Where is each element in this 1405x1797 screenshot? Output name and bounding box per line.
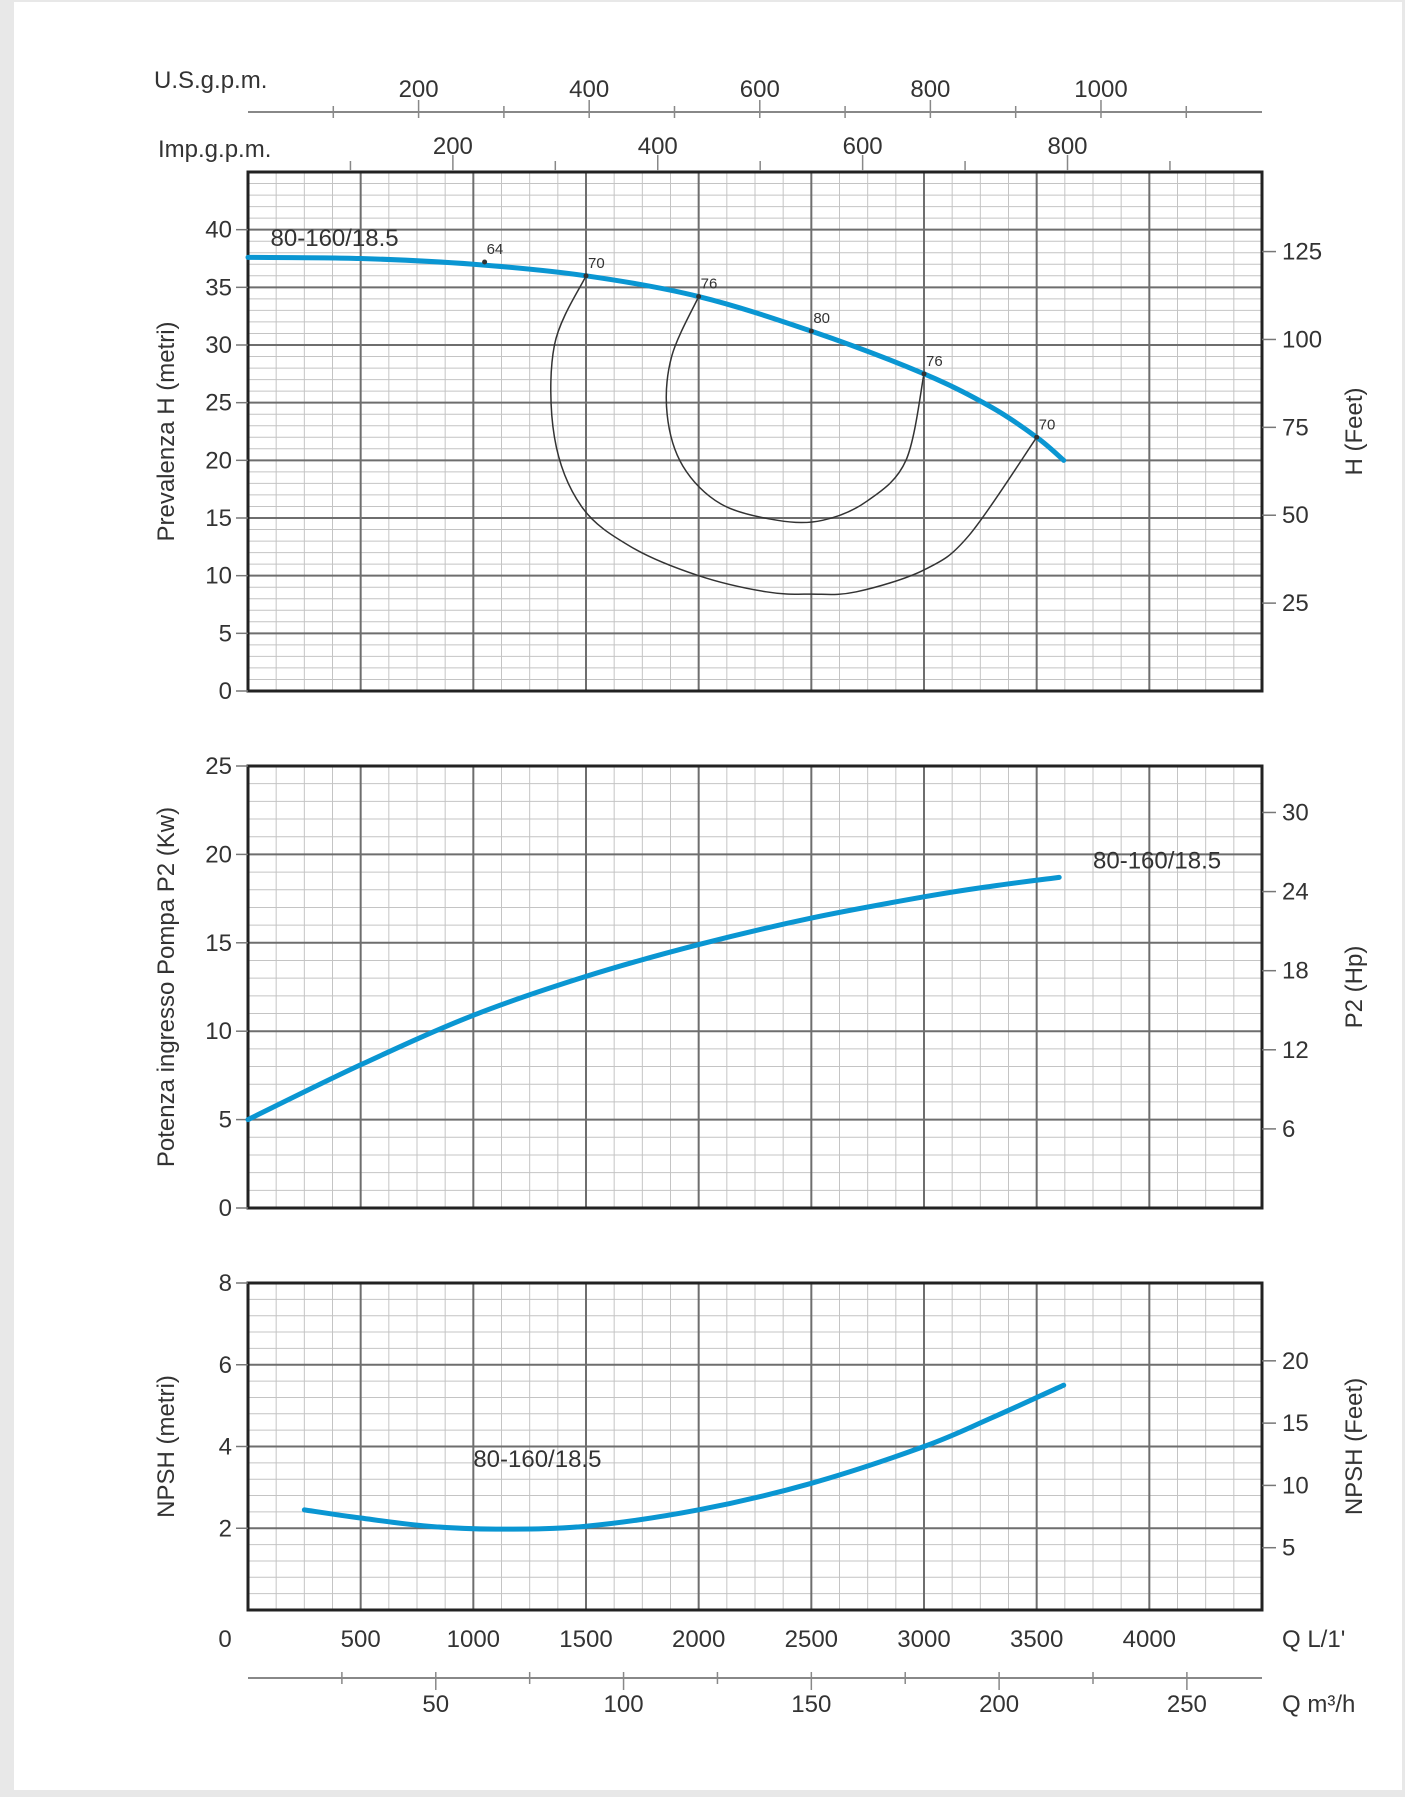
q-lmin-tick-label: 4000 (1123, 1626, 1176, 1653)
y-tick-label: 20 (205, 447, 232, 474)
y-axis-title: Potenza ingresso Pompa P2 (Kw) (153, 807, 180, 1167)
y-right-axis-title: H (Feet) (1341, 387, 1368, 475)
q-m3h-tick-label: 250 (1167, 1691, 1207, 1718)
impgpm-axis-title: Imp.g.p.m. (158, 136, 271, 163)
efficiency-label: 70 (1039, 416, 1056, 433)
y-tick-label: 10 (205, 1018, 232, 1045)
efficiency-isoline-76 (665, 296, 925, 524)
q-m3h-tick-label: 100 (604, 1691, 644, 1718)
efficiency-label: 64 (487, 241, 504, 258)
y-right-axis-title: NPSH (Feet) (1341, 1378, 1368, 1515)
impgpm-tick-label: 200 (433, 133, 473, 160)
usgpm-axis-title: U.S.g.p.m. (154, 67, 267, 94)
efficiency-point (1034, 434, 1040, 440)
q-lmin-tick-label: 0 (218, 1626, 231, 1653)
q-lmin-tick-label: 500 (341, 1626, 381, 1653)
y-tick-label: 15 (205, 930, 232, 957)
q-lmin-tick-label: 3000 (897, 1626, 950, 1653)
panel-1 (236, 170, 1276, 693)
efficiency-label: 80 (813, 310, 830, 327)
panel-2 (236, 764, 1276, 1210)
y-tick-label: 0 (219, 678, 232, 705)
plot-frame (246, 170, 1264, 693)
y-tick-label: 5 (219, 620, 232, 647)
q-m3h-tick-label: 50 (422, 1691, 449, 1718)
series-line-80-160/18.5 (245, 874, 1062, 1123)
y-right-tick-label: 20 (1282, 1348, 1309, 1375)
y-right-tick-label: 10 (1282, 1472, 1309, 1499)
efficiency-label: 76 (926, 353, 943, 370)
usgpm-tick-label: 400 (569, 76, 609, 103)
series-label: 80-160/18.5 (1093, 848, 1221, 875)
y-tick-label: 15 (205, 505, 232, 532)
y-tick-label: 6 (219, 1352, 232, 1379)
y-right-tick-label: 75 (1282, 414, 1309, 441)
usgpm-tick-label: 800 (910, 76, 950, 103)
impgpm-tick-label: 800 (1047, 133, 1087, 160)
q-m3h-tick-label: 200 (979, 1691, 1019, 1718)
y-axis-title: NPSH (metri) (153, 1375, 180, 1518)
q-m3h-tick-label: 150 (791, 1691, 831, 1718)
efficiency-label: 70 (588, 255, 605, 272)
y-right-tick-label: 50 (1282, 502, 1309, 529)
pump-curve-sheet: 0 5 10 15 20 25 30 35 40 25 50 75 100 125 Prevalenza H… (14, 2, 1402, 1790)
y-right-tick-label: 125 (1282, 239, 1322, 266)
usgpm-tick-label: 1000 (1074, 76, 1127, 103)
panel-3 (236, 1281, 1276, 1612)
efficiency-point (808, 328, 814, 334)
efficiency-point (921, 371, 927, 377)
impgpm-tick-label: 400 (638, 133, 678, 160)
impgpm-tick-label: 600 (843, 133, 883, 160)
efficiency-label: 76 (701, 276, 718, 293)
q-lmin-axis-title: Q L/1' (1282, 1626, 1345, 1653)
y-tick-label: 25 (205, 753, 232, 780)
y-right-tick-label: 5 (1282, 1535, 1295, 1562)
series-line-80-160/18.5 (301, 1382, 1067, 1532)
y-tick-label: 35 (205, 274, 232, 301)
y-tick-label: 25 (205, 390, 232, 417)
y-right-tick-label: 15 (1282, 1410, 1309, 1437)
efficiency-point (583, 273, 589, 279)
y-right-tick-label: 30 (1282, 799, 1309, 826)
y-tick-label: 2 (219, 1515, 232, 1542)
y-tick-label: 10 (205, 563, 232, 590)
q-m3h-axis-title: Q m³/h (1282, 1691, 1355, 1718)
y-tick-label: 0 (219, 1195, 232, 1222)
series-line-80-160/18.5 (245, 254, 1067, 463)
y-right-tick-label: 18 (1282, 958, 1309, 985)
usgpm-tick-label: 600 (740, 76, 780, 103)
y-tick-label: 8 (219, 1270, 232, 1297)
y-right-tick-label: 6 (1282, 1116, 1295, 1143)
q-lmin-tick-label: 2000 (672, 1626, 725, 1653)
efficiency-point (696, 294, 702, 300)
y-tick-label: 20 (205, 841, 232, 868)
q-lmin-tick-label: 3500 (1010, 1626, 1063, 1653)
usgpm-tick-label: 200 (399, 76, 439, 103)
series-label: 80-160/18.5 (271, 225, 399, 252)
y-right-tick-label: 100 (1282, 326, 1322, 353)
y-tick-label: 5 (219, 1107, 232, 1134)
q-lmin-tick-label: 1500 (559, 1626, 612, 1653)
y-tick-label: 4 (219, 1434, 232, 1461)
efficiency-isoline-70 (550, 275, 1038, 596)
q-lmin-tick-label: 2500 (785, 1626, 838, 1653)
plot-frame (246, 764, 1264, 1210)
y-tick-label: 40 (205, 217, 232, 244)
y-right-tick-label: 25 (1282, 590, 1309, 617)
series-label: 80-160/18.5 (473, 1446, 601, 1473)
y-right-axis-title: P2 (Hp) (1341, 946, 1368, 1029)
y-tick-label: 30 (205, 332, 232, 359)
y-right-tick-label: 24 (1282, 879, 1309, 906)
q-lmin-tick-label: 1000 (447, 1626, 500, 1653)
efficiency-point (482, 259, 488, 265)
y-right-tick-label: 12 (1282, 1037, 1309, 1064)
y-axis-title: Prevalenza H (metri) (153, 321, 180, 541)
